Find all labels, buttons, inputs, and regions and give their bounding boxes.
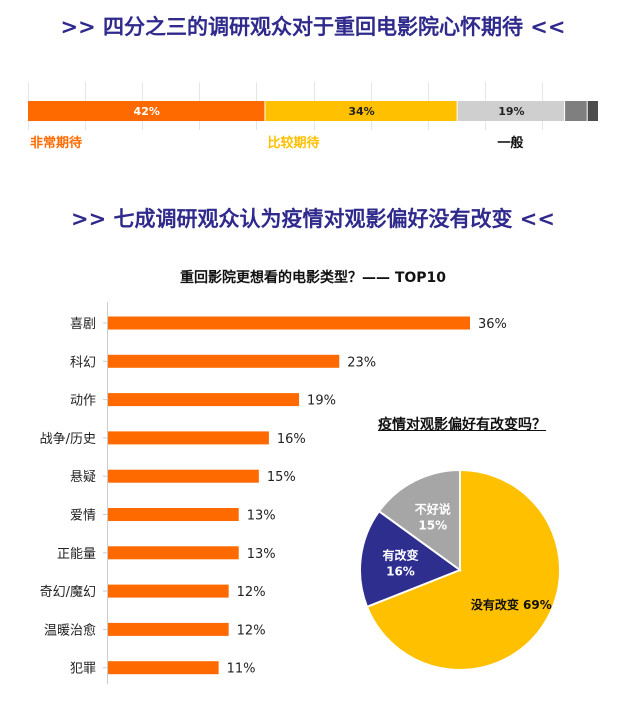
preference-pie-chart: 没有改变 69% 有改变 16% 不好说 15% (359, 468, 561, 671)
genre-bar (108, 354, 340, 368)
bar-value-label: 19% (307, 394, 336, 409)
segment-value-label: 42% (134, 105, 160, 118)
category-label: 喜剧 (70, 317, 96, 332)
bar-value-label: 12% (237, 623, 266, 638)
pie-slice (377, 468, 461, 572)
bar-value-label: 13% (247, 509, 276, 524)
bar-value-label: 13% (247, 547, 276, 562)
segment-value-label: 34% (348, 105, 374, 118)
pie-slice (359, 509, 463, 609)
category-label: 爱情 (70, 509, 96, 524)
expectation-stacked-bar-chart: 42% 34% 19% 非常期待 比较期待 一般 (28, 82, 599, 151)
pie-slice-label: 不好说 (415, 502, 451, 517)
pie-slice-label: 没有改变 69% (471, 597, 552, 612)
category-label: 正能量 (57, 547, 96, 562)
bar-value-label: 12% (237, 585, 266, 600)
segment-category-label: 非常期待 (30, 136, 83, 151)
category-label: 奇幻/魔幻 (40, 584, 96, 600)
bar-value-label: 11% (227, 662, 256, 677)
stacked-segment (265, 101, 457, 121)
category-label: 悬疑 (70, 469, 96, 485)
genre-bar (108, 546, 239, 560)
genre-bar (108, 508, 239, 521)
stacked-segment (28, 101, 265, 121)
category-label: 动作 (70, 394, 96, 409)
genre-bar (108, 622, 229, 636)
genre-bar (108, 316, 470, 330)
segment-category-label: 比较期待 (267, 136, 320, 151)
bar-value-label: 15% (267, 470, 296, 485)
section2-title: >> 七成调研观众认为疫情对观影偏好没有改变 << (70, 207, 555, 231)
genre-bar (108, 431, 269, 445)
segment-category-label: 一般 (497, 136, 524, 151)
genre-bar (108, 584, 229, 598)
stacked-segment (587, 101, 598, 121)
segment-value-label: 19% (498, 105, 524, 118)
genre-bar (108, 661, 219, 675)
pie-chart-title: 疫情对观影偏好有改变吗？ (378, 417, 546, 433)
genre-chart-title: 重回影院更想看的电影类型？—— TOP10 (179, 270, 447, 286)
category-label: 温暖治愈 (44, 623, 96, 638)
category-label: 科幻 (70, 355, 96, 370)
stacked-segment (457, 101, 565, 121)
pie-slice-percent: 16% (386, 564, 415, 578)
genre-bar-chart: 喜剧 36% 科幻 23% 动作 19% 战争/历史 16% 悬疑 15% 爱情 13% 正能量 13% 奇… (40, 302, 507, 684)
pie-slice (365, 468, 561, 671)
pie-slice-percent: 15% (418, 519, 447, 533)
pie-slice-label: 有改变 (382, 547, 418, 562)
stacked-bar-svg: 42% 34% 19% (28, 82, 598, 130)
bar-value-label: 16% (277, 432, 306, 447)
genre-bar (108, 469, 259, 483)
bar-value-label: 23% (347, 355, 376, 370)
section1-title: >> 四分之三的调研观众对于重回电影院心怀期待 << (60, 15, 566, 39)
category-label: 犯罪 (70, 662, 96, 677)
genre-bar (108, 393, 300, 407)
bar-value-label: 36% (478, 317, 507, 332)
category-label: 战争/历史 (40, 432, 96, 447)
stacked-segment (565, 101, 587, 121)
